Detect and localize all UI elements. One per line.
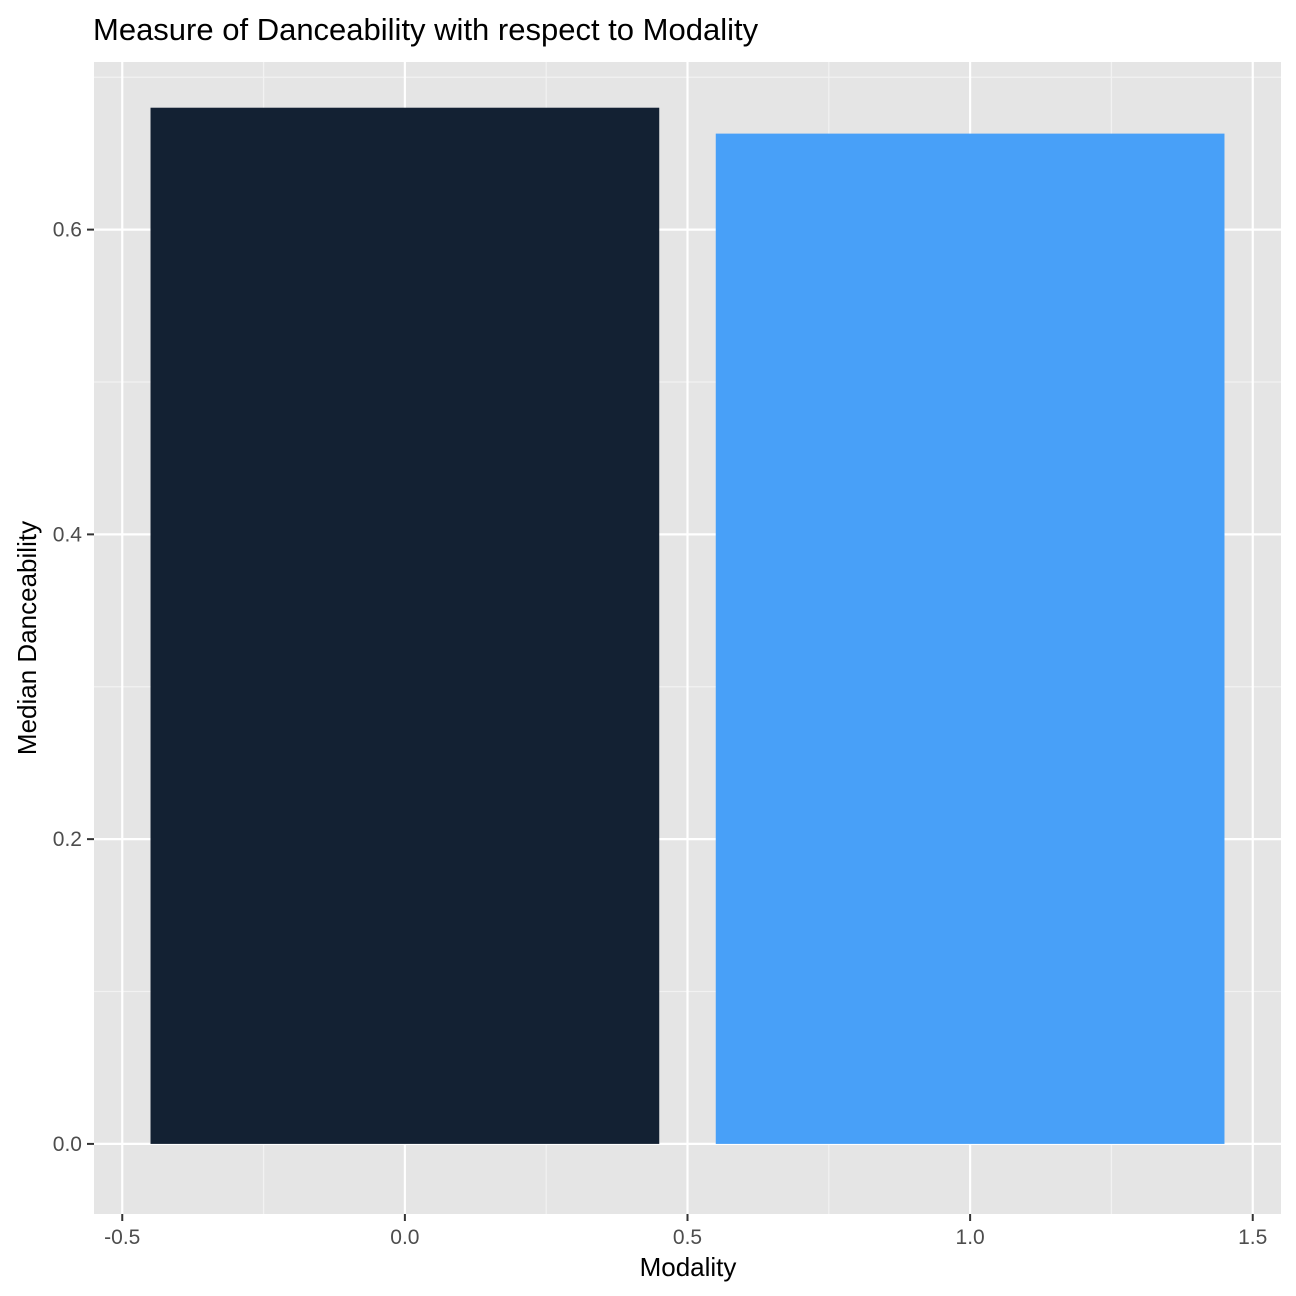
x-tick-label: -0.5 (104, 1226, 140, 1249)
x-tick-label: 1.0 (956, 1226, 985, 1249)
x-axis: -0.5 0.0 0.5 1.0 1.5 (104, 1214, 1267, 1249)
x-axis-title: Modality (640, 1252, 737, 1282)
y-tick-label: 0.4 (53, 523, 83, 546)
y-axis-title: Median Danceability (12, 521, 42, 755)
x-tick-label: 1.5 (1238, 1226, 1267, 1249)
bars (150, 107, 1225, 1144)
y-tick-label: 0.2 (53, 828, 82, 851)
bar-modality-1 (715, 133, 1225, 1144)
y-tick-label: 0.6 (53, 219, 82, 242)
chart-title: Measure of Danceability with respect to … (93, 12, 759, 47)
x-tick-label: 0.0 (390, 1226, 419, 1249)
y-tick-label: 0.0 (53, 1133, 82, 1156)
y-axis: 0.0 0.2 0.4 0.6 (53, 219, 94, 1156)
x-tick-label: 0.5 (673, 1226, 702, 1249)
bar-modality-0 (150, 107, 660, 1144)
